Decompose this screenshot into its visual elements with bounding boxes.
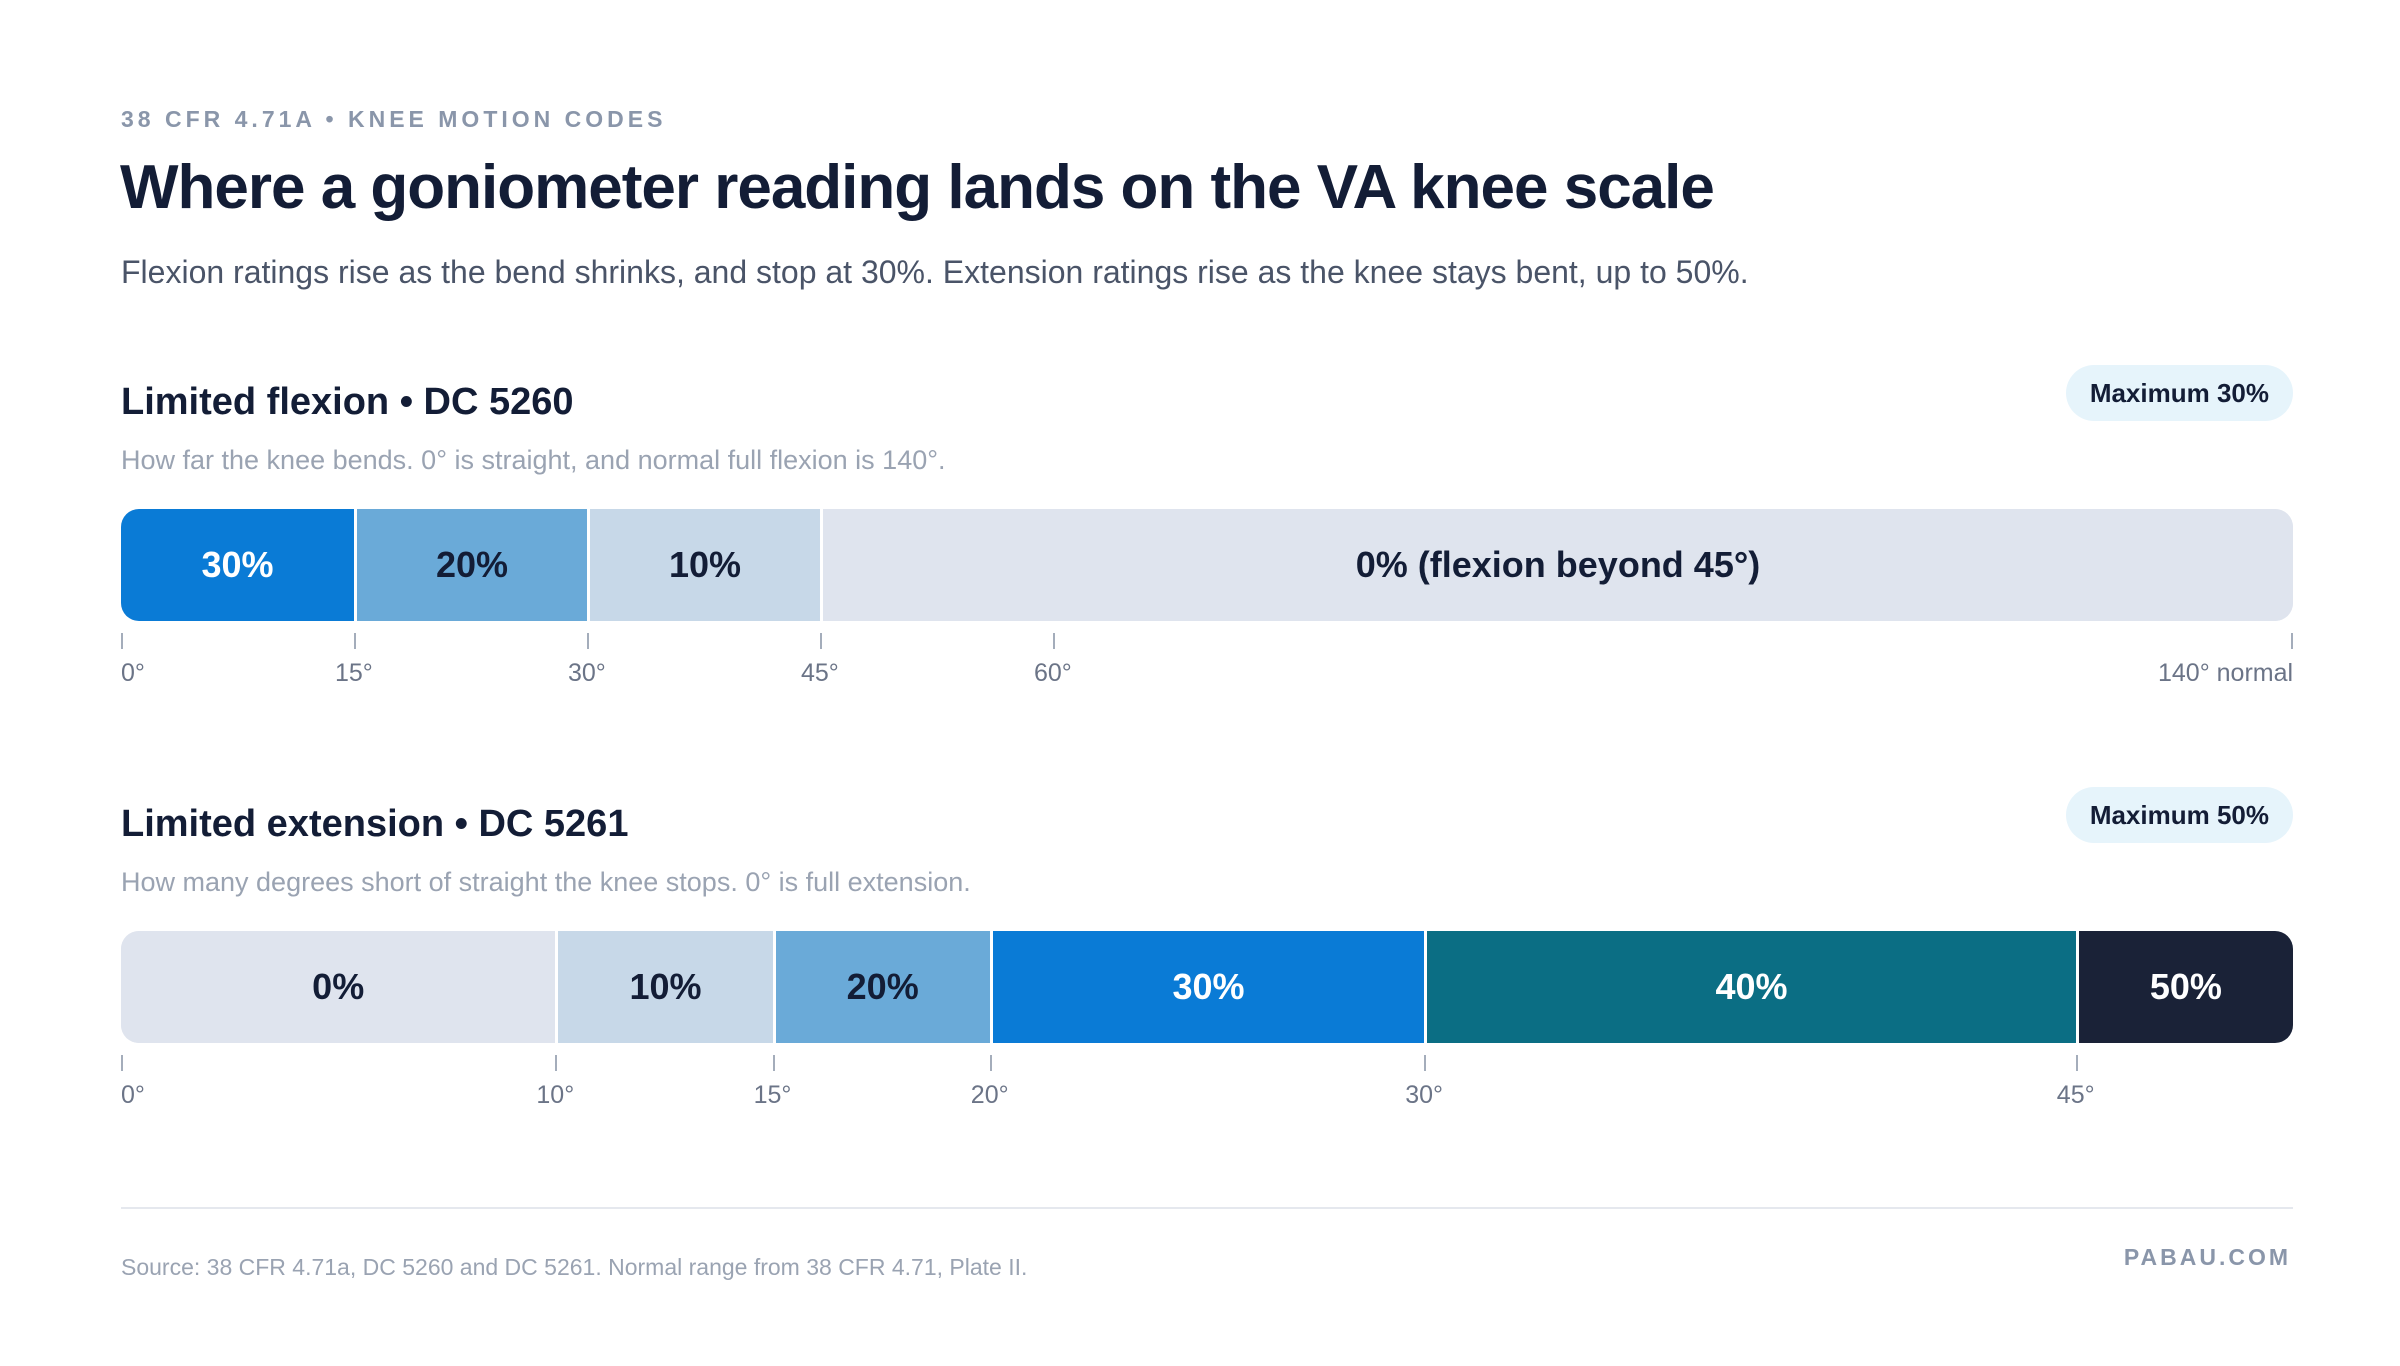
extension-tick bbox=[555, 1055, 558, 1071]
page-subtitle: Flexion ratings rise as the bend shrinks… bbox=[121, 254, 1749, 290]
flexion-tick bbox=[1053, 633, 1055, 649]
extension-segment: 30% bbox=[989, 931, 1425, 1043]
extension-tick bbox=[989, 1055, 992, 1071]
extension-tick-label: 30° bbox=[1405, 1081, 1443, 1109]
extension-tick-label: 10° bbox=[536, 1081, 575, 1109]
flexion-tick-label: 140° normal bbox=[2158, 659, 2294, 687]
extension-title: Limited extension • DC 5261 bbox=[121, 803, 629, 845]
extension-axis: 0° 10° 15° 20° 30° 45° bbox=[121, 1055, 2293, 1115]
flexion-segment: 10% bbox=[587, 509, 820, 621]
page-title: Where a goniometer reading lands on the … bbox=[120, 153, 1715, 222]
flexion-segment: 30% bbox=[121, 509, 354, 621]
flexion-tick-label: 45° bbox=[801, 659, 839, 687]
brand-logo-text: PABAU.COM bbox=[2123, 1244, 2291, 1270]
extension-tick-label: 20° bbox=[970, 1081, 1009, 1109]
eyebrow: 38 CFR 4.71A • KNEE MOTION CODES bbox=[121, 106, 667, 132]
footer-divider bbox=[121, 1207, 2293, 1209]
flexion-title: Limited flexion • DC 5260 bbox=[121, 381, 574, 423]
flexion-segment: 20% bbox=[354, 509, 587, 621]
flexion-axis: 0° 15° 30° 45° 60° 140° normal bbox=[121, 633, 2293, 693]
extension-description: How many degrees short of straight the k… bbox=[121, 867, 971, 897]
extension-segment: 50% bbox=[2075, 931, 2293, 1043]
flexion-tick bbox=[121, 633, 123, 649]
flexion-tick-label: 15° bbox=[335, 659, 373, 687]
extension-tick bbox=[2075, 1055, 2078, 1071]
flexion-segment: 0% (flexion beyond 45°) bbox=[820, 509, 2293, 621]
flexion-tick bbox=[587, 633, 589, 649]
flexion-tick bbox=[820, 633, 822, 649]
flexion-description: How far the knee bends. 0° is straight, … bbox=[121, 445, 946, 475]
extension-segment: 40% bbox=[1424, 931, 2076, 1043]
extension-tick bbox=[121, 1055, 123, 1071]
extension-tick-label: 0° bbox=[121, 1081, 145, 1109]
extension-bar: 0% 10% 20% 30% 40% 50% bbox=[121, 931, 2293, 1043]
flexion-tick-label: 60° bbox=[1034, 659, 1072, 687]
flexion-tick-label: 0° bbox=[121, 659, 145, 687]
extension-segment: 10% bbox=[555, 931, 773, 1043]
extension-tick-label: 45° bbox=[2056, 1081, 2095, 1109]
extension-max-badge: Maximum 50% bbox=[2065, 787, 2293, 843]
flexion-tick bbox=[2291, 633, 2293, 649]
extension-segment: 0% bbox=[121, 931, 556, 1043]
extension-tick-label: 15° bbox=[753, 1081, 792, 1109]
source-note: Source: 38 CFR 4.71a, DC 5260 and DC 526… bbox=[121, 1254, 1028, 1280]
flexion-tick bbox=[354, 633, 356, 649]
extension-tick bbox=[1424, 1055, 1427, 1071]
flexion-bar: 30% 20% 10% 0% (flexion beyond 45°) bbox=[121, 509, 2293, 621]
flexion-tick-label: 30° bbox=[568, 659, 606, 687]
extension-tick bbox=[772, 1055, 775, 1071]
extension-segment: 20% bbox=[772, 931, 990, 1043]
flexion-max-badge: Maximum 30% bbox=[2065, 365, 2293, 421]
